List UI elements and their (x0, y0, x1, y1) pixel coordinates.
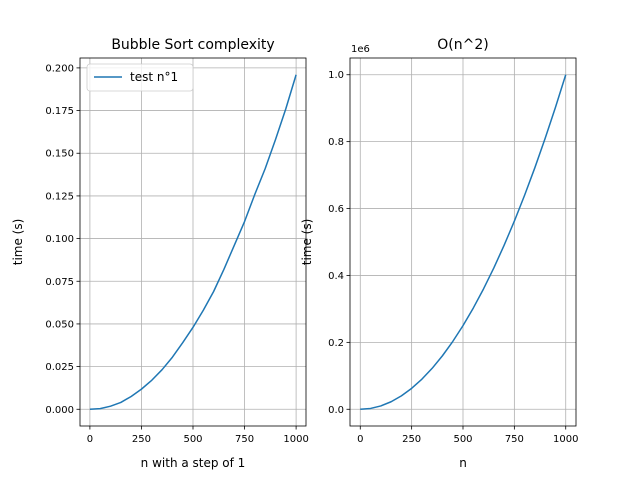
y-offset-label: 1e6 (351, 44, 370, 55)
x-tick-label: 0 (357, 434, 363, 445)
y-ticks: 0.0 0.2 0.4 0.6 0.8 1.0 (328, 70, 350, 416)
series-line-0-0 (89, 74, 297, 411)
plot-lines (360, 74, 567, 411)
y-ticks: 0.000 0.025 0.050 0.075 0.100 0.125 0.150 0.175… (45, 63, 80, 416)
x-tick-label: 1000 (283, 434, 308, 445)
series-line-1-0 (360, 74, 567, 411)
x-tick-label: 750 (505, 434, 524, 445)
x-tick-label: 0 (87, 434, 93, 445)
y-tick-label: 0.8 (328, 137, 344, 148)
x-ticks: 0 250 500 750 1000 (357, 426, 578, 445)
y-tick-label: 0.025 (45, 362, 74, 373)
y-tick-label: 0.6 (328, 204, 344, 215)
y-axis-label: time (s) (300, 219, 314, 266)
y-tick-label: 0.0 (328, 405, 344, 416)
x-axis-label: n with a step of 1 (141, 456, 246, 470)
y-tick-label: 0.075 (45, 277, 74, 288)
y-tick-label: 0.000 (45, 405, 74, 416)
chart-title: O(n^2) (437, 37, 488, 53)
x-tick-label: 750 (235, 434, 254, 445)
y-tick-label: 0.2 (328, 338, 344, 349)
chart-title: Bubble Sort complexity (111, 37, 274, 53)
x-tick-label: 250 (132, 434, 151, 445)
bubble-sort-chart: 0 250 500 750 1000 0.000 0.025 0.050 0.075 0.100… (11, 37, 309, 470)
legend-label-test-1: test n°1 (130, 70, 178, 84)
plot-lines (89, 74, 297, 411)
legend-box (86, 63, 194, 92)
y-tick-label: 0.150 (45, 149, 74, 160)
grid (350, 58, 576, 426)
complexity-chart: 0 250 500 750 1000 0.0 0.2 0.4 0.6 0.8 1.0 O(n^2)… (300, 37, 578, 470)
y-axis-label: time (s) (11, 219, 25, 266)
y-tick-label: 0.4 (328, 271, 344, 282)
y-tick-label: 0.050 (45, 319, 74, 330)
legend: test n°1 (86, 63, 194, 92)
x-ticks: 0 250 500 750 1000 (87, 426, 309, 445)
y-tick-label: 0.100 (45, 234, 74, 245)
y-tick-label: 1.0 (328, 70, 344, 81)
x-tick-label: 500 (453, 434, 472, 445)
x-tick-label: 250 (402, 434, 421, 445)
y-tick-label: 0.175 (45, 106, 74, 117)
x-axis-label: n (459, 456, 467, 470)
grid (80, 58, 306, 426)
y-tick-label: 0.125 (45, 191, 74, 202)
x-tick-label: 500 (183, 434, 202, 445)
x-tick-label: 1000 (553, 434, 578, 445)
y-tick-label: 0.200 (45, 63, 74, 74)
